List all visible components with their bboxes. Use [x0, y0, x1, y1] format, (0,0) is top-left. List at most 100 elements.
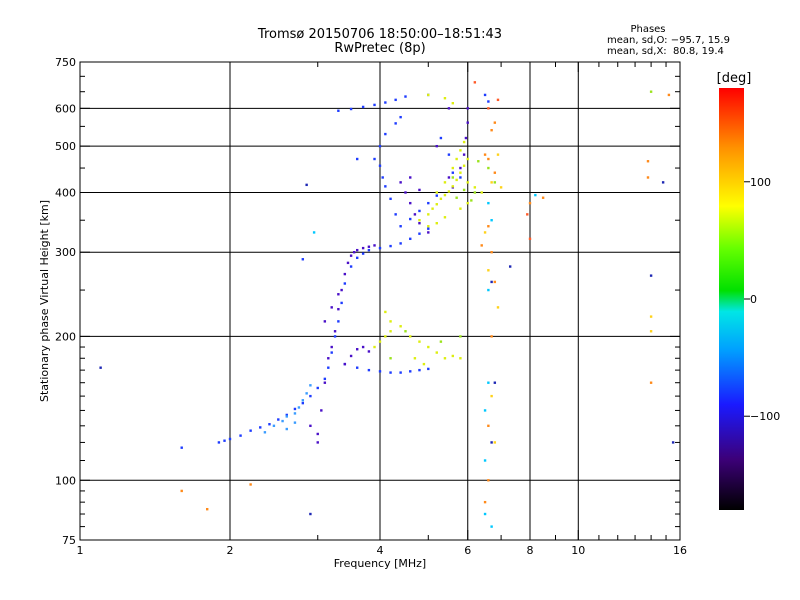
data-point [418, 232, 421, 235]
data-point [367, 248, 371, 252]
data-point [490, 441, 493, 444]
data-point [459, 335, 462, 338]
data-point [427, 225, 430, 228]
data-point [487, 424, 490, 428]
data-point [480, 191, 483, 194]
data-point [389, 371, 392, 374]
data-point [439, 136, 443, 140]
data-point [413, 213, 417, 216]
data-point [378, 246, 382, 250]
data-point [301, 399, 305, 402]
y-tick-label: 750 [55, 56, 76, 69]
x-tick-label: 1 [77, 544, 84, 557]
data-point [337, 320, 340, 323]
data-point [459, 176, 462, 179]
data-point [427, 93, 430, 97]
data-point [667, 93, 671, 97]
data-point [490, 181, 493, 184]
data-point [464, 136, 468, 140]
data-point [528, 201, 532, 205]
y-tick-labels: 75 100 200 300 400 500 600 750 [55, 56, 76, 547]
colorbar-tick-label: 0 [750, 293, 757, 306]
data-point [394, 122, 397, 125]
data-point [399, 242, 402, 245]
data-point [649, 315, 653, 318]
data-point [447, 153, 451, 156]
data-point [355, 366, 359, 369]
data-point [487, 269, 490, 272]
data-point [355, 256, 359, 260]
data-point [337, 307, 340, 311]
data-point [496, 153, 500, 156]
data-point [378, 164, 382, 167]
data-point [427, 345, 430, 349]
data-point [389, 357, 392, 360]
data-point [399, 181, 402, 184]
data-point [451, 166, 455, 170]
data-point [483, 153, 487, 156]
data-point [435, 191, 438, 194]
data-point [459, 149, 462, 152]
data-point [384, 185, 387, 188]
x-tick-label: 2 [227, 544, 234, 557]
data-point [399, 225, 402, 228]
data-point [305, 392, 308, 395]
data-point [451, 176, 455, 179]
data-point [361, 105, 365, 109]
data-point [355, 348, 359, 351]
data-point [389, 244, 392, 248]
colorbar-tick-label: −100 [750, 410, 780, 423]
data-point [384, 132, 387, 136]
data-point [418, 209, 421, 213]
data-point [409, 176, 412, 179]
data-point [490, 525, 493, 528]
data-point [487, 225, 490, 228]
data-point [459, 357, 462, 360]
data-point [180, 446, 183, 449]
data-point [496, 306, 500, 309]
data-point [394, 213, 397, 216]
data-point [483, 93, 487, 97]
data-point [346, 261, 350, 265]
data-point [422, 362, 426, 366]
data-point [378, 144, 382, 148]
data-point [487, 107, 490, 110]
data-point [249, 483, 252, 486]
data-point [389, 330, 392, 333]
data-point [671, 441, 675, 444]
x-tick-label: 16 [673, 544, 687, 557]
data-point [316, 386, 319, 390]
data-point [394, 98, 397, 102]
data-point [649, 381, 653, 384]
data-point [99, 366, 102, 369]
data-point [367, 245, 371, 248]
data-point [381, 176, 384, 179]
data-point [493, 121, 497, 124]
data-point [404, 191, 407, 194]
data-point [205, 507, 209, 511]
data-point [409, 201, 412, 205]
data-point [443, 96, 447, 100]
data-point [323, 320, 327, 323]
x-tick-label: 8 [527, 544, 534, 557]
data-point [435, 194, 438, 197]
data-point [487, 201, 490, 205]
data-point [373, 103, 376, 107]
data-point [239, 434, 242, 437]
data-point [649, 274, 653, 277]
data-point [447, 107, 451, 110]
data-point [493, 441, 497, 444]
data-point [333, 335, 337, 338]
data-point [355, 157, 359, 161]
data-point [367, 368, 371, 372]
data-point [327, 357, 330, 360]
data-point [309, 512, 312, 516]
data-point [462, 164, 466, 167]
data-point [399, 371, 402, 374]
data-points [99, 81, 675, 528]
phases-o-stats: mean, sd,O: −95.7, 15.9 [607, 35, 730, 46]
data-point [378, 340, 382, 343]
chart-title: Tromsø 20150706 18:50:00–18:51:43 [257, 27, 503, 42]
data-point [499, 186, 503, 189]
data-point [277, 418, 280, 421]
